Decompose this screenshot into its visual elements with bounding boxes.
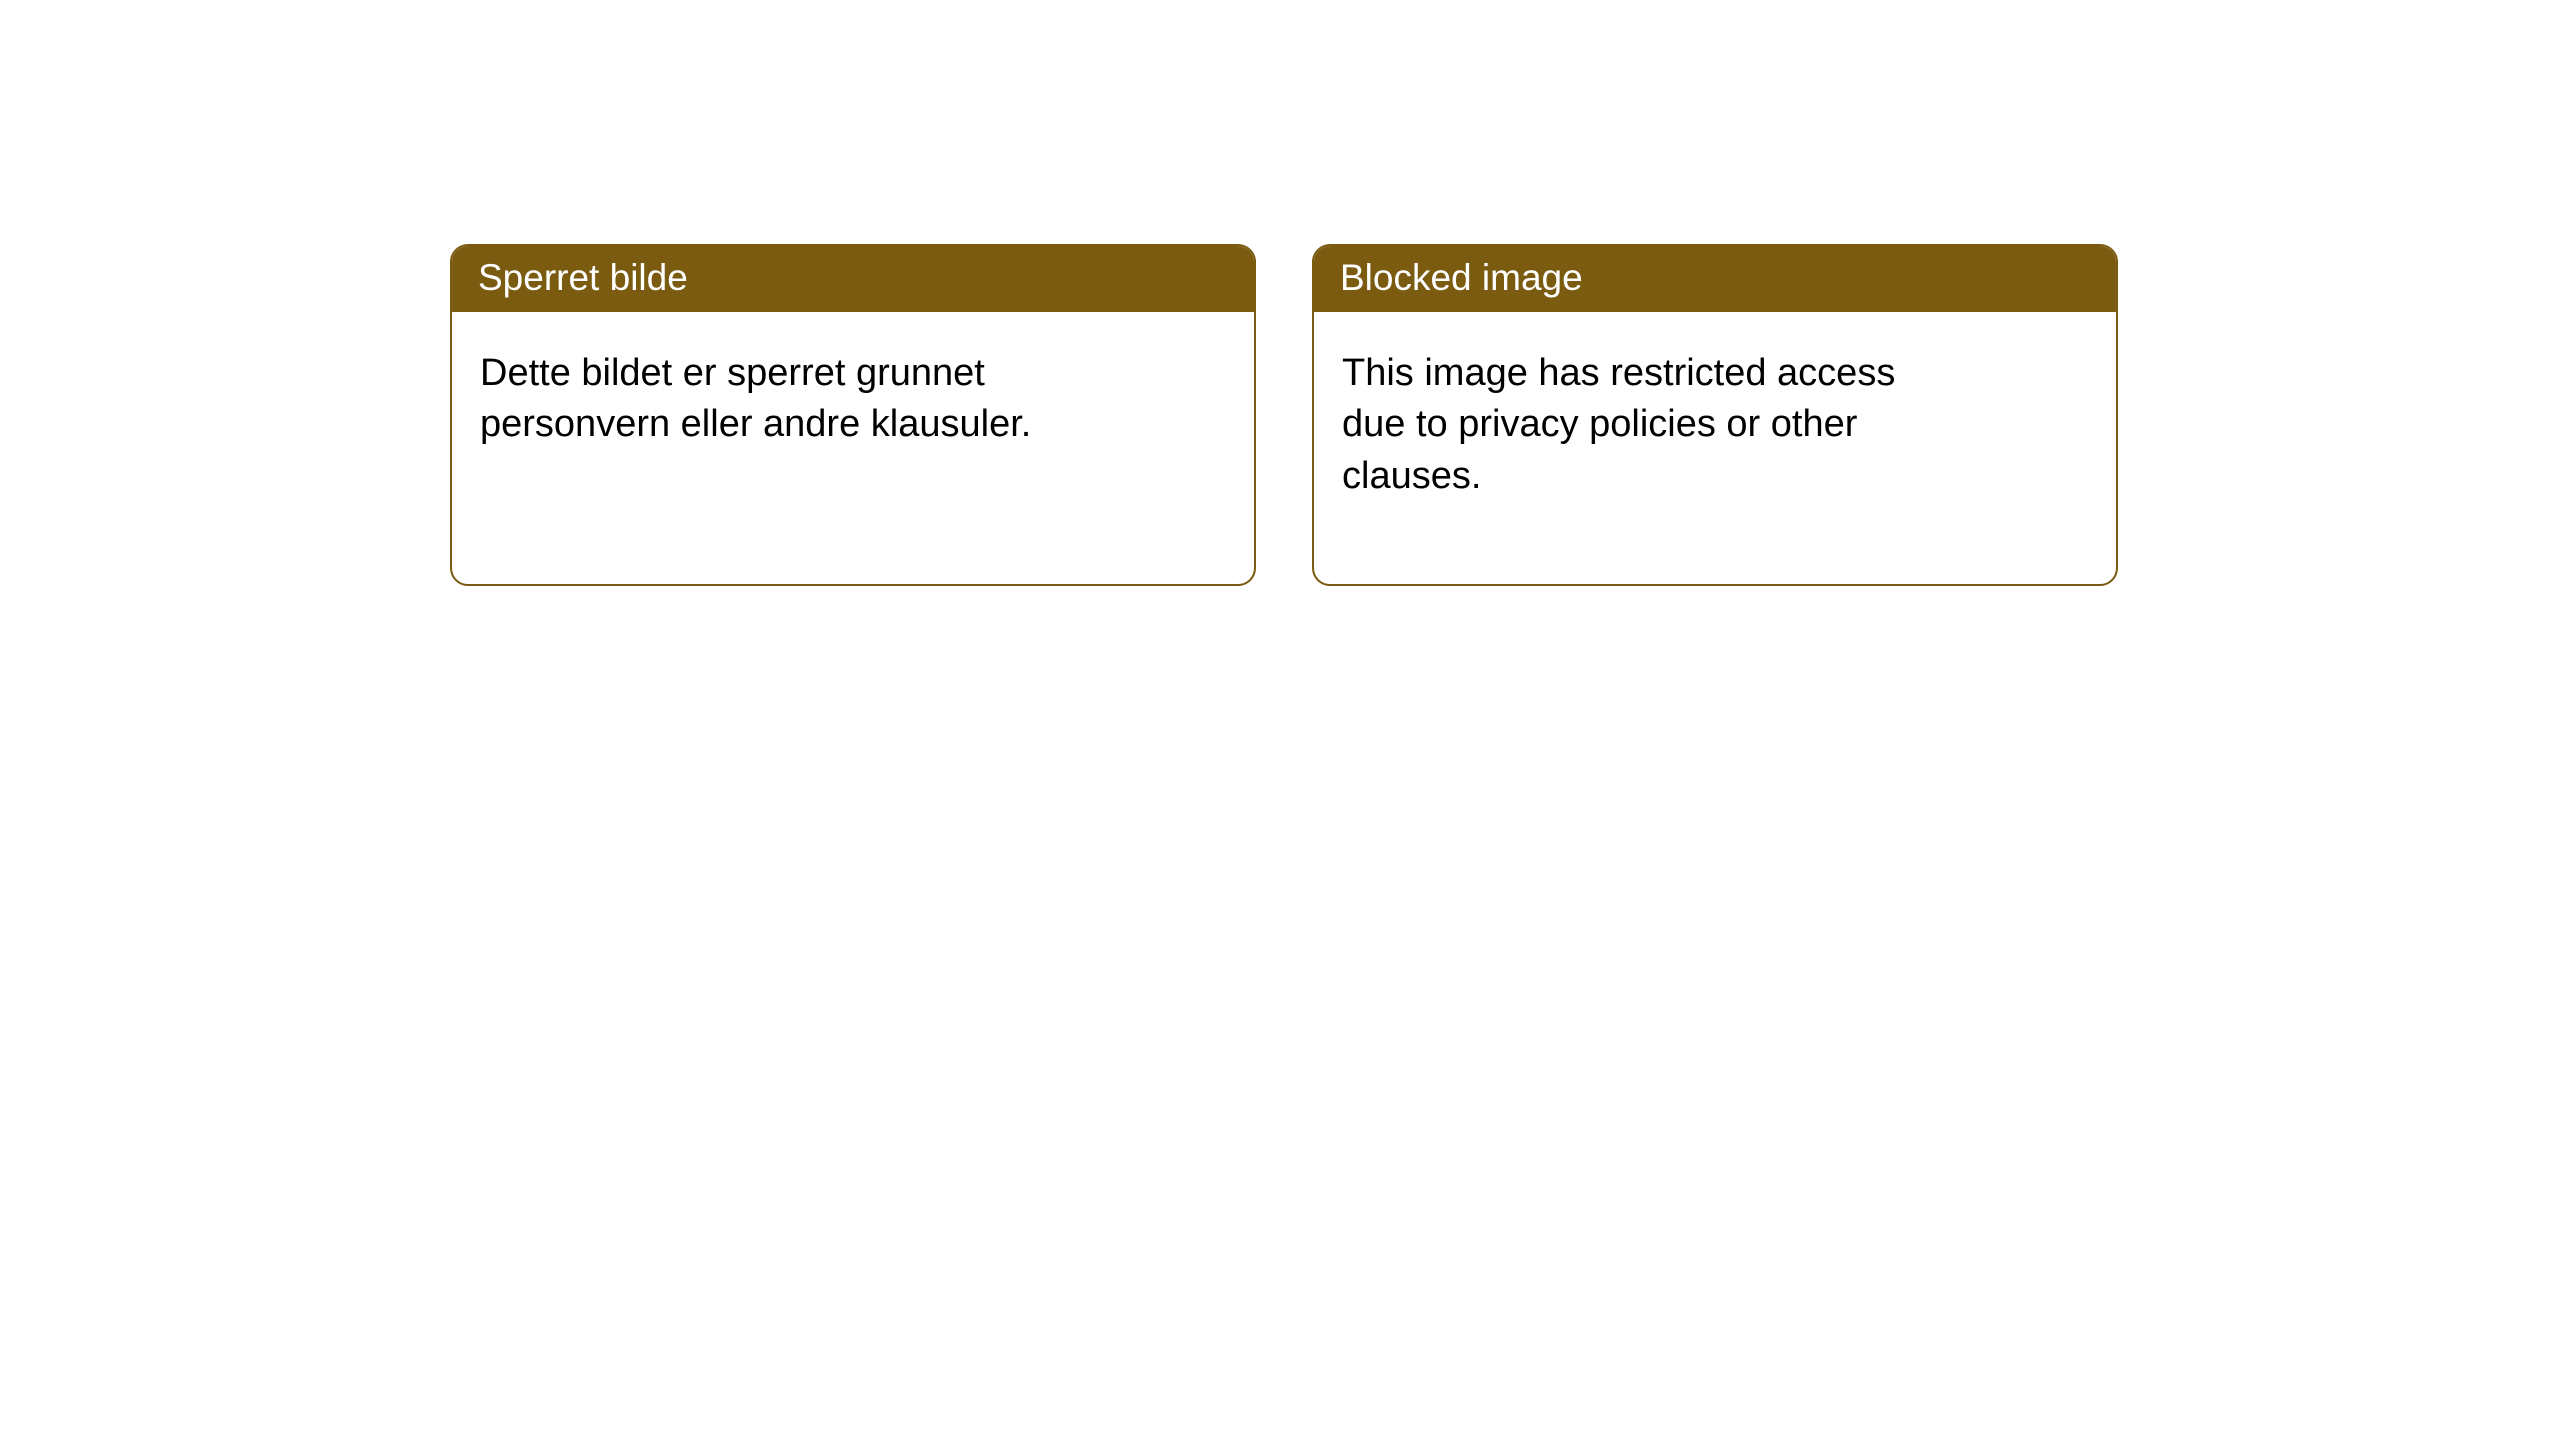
notice-container: Sperret bilde Dette bildet er sperret gr… (0, 0, 2560, 586)
notice-header: Sperret bilde (452, 246, 1254, 312)
notice-card-norwegian: Sperret bilde Dette bildet er sperret gr… (450, 244, 1256, 586)
notice-body: Dette bildet er sperret grunnet personve… (452, 312, 1132, 533)
notice-card-english: Blocked image This image has restricted … (1312, 244, 2118, 586)
notice-header: Blocked image (1314, 246, 2116, 312)
notice-body: This image has restricted access due to … (1314, 312, 1994, 584)
